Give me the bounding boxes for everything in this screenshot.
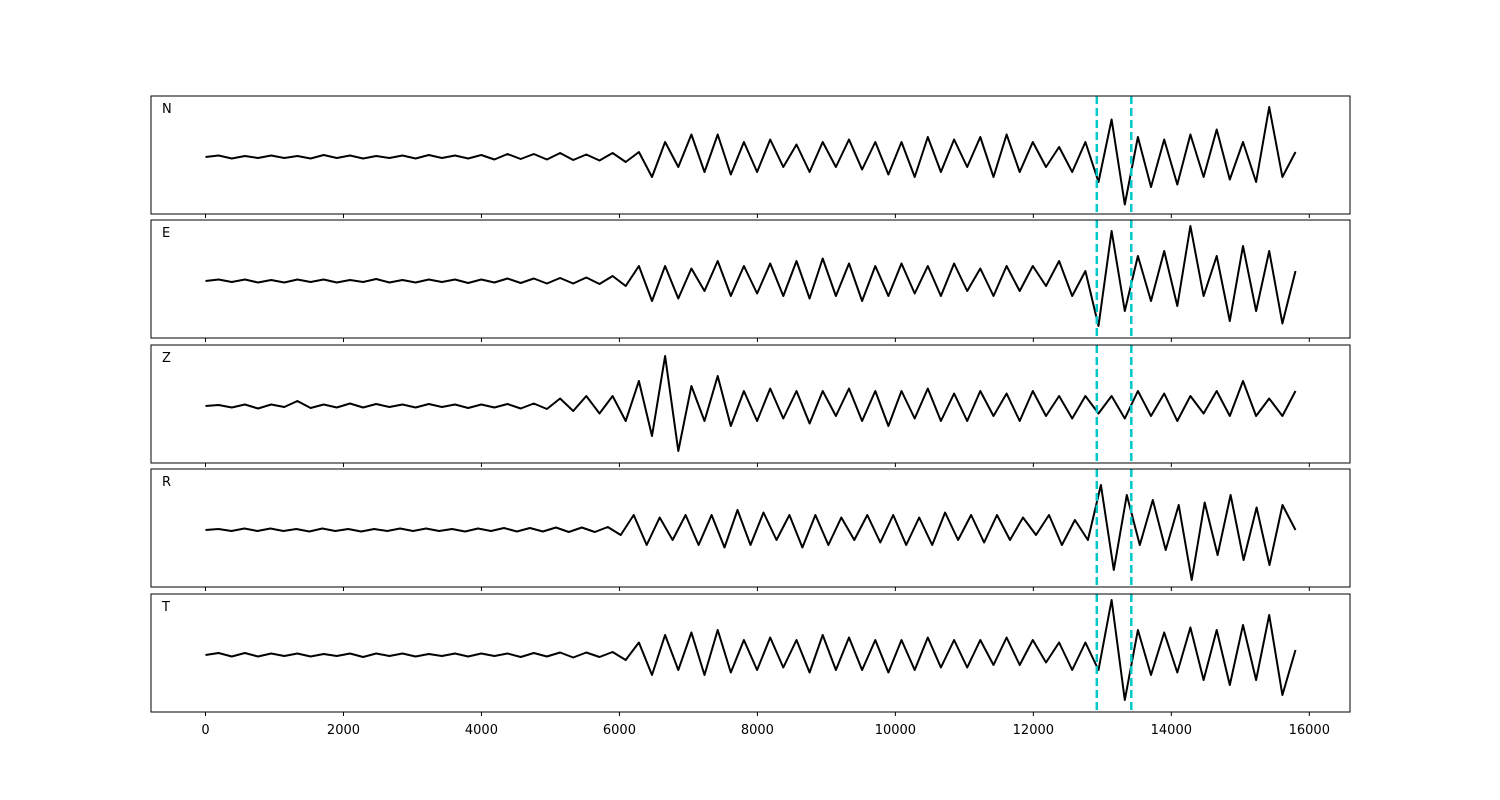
x-tick-label: 4000: [465, 723, 498, 738]
trace-R: [205, 484, 1297, 581]
x-tick-label: 14000: [1151, 723, 1192, 738]
x-tick-label: 2000: [327, 723, 360, 738]
panel-label: E: [162, 226, 170, 241]
x-tick-label: 10000: [875, 723, 916, 738]
panel-frame-N: [150, 95, 1351, 215]
panel-frame-R: [150, 468, 1351, 588]
trace-E: [205, 225, 1297, 327]
x-tick-label: 0: [201, 723, 209, 738]
panel-frame-E: [150, 219, 1351, 339]
x-tick-label: 12000: [1013, 723, 1054, 738]
panel-frame-Z: [150, 344, 1351, 464]
panel-label: R: [162, 475, 171, 490]
panel-label: T: [161, 600, 170, 615]
x-tick-label: 6000: [603, 723, 636, 738]
trace-N: [205, 106, 1297, 206]
panel-label: Z: [162, 351, 171, 366]
x-tick-label: 8000: [741, 723, 774, 738]
trace-T: [205, 599, 1297, 701]
x-tick-label: 16000: [1289, 723, 1330, 738]
panel-label: N: [162, 102, 172, 117]
trace-Z: [205, 355, 1297, 452]
panel-frame-T: [150, 593, 1351, 713]
